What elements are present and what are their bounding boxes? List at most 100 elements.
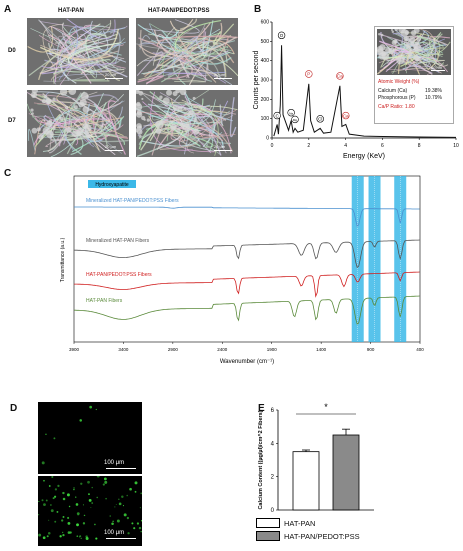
ftir-series-line (74, 206, 420, 227)
eds-ytick-label: 500 (261, 39, 270, 45)
scale-bar (214, 150, 232, 151)
calcium-row-name: Calcium (Ca) (378, 88, 408, 94)
legend-swatch-pedot (256, 531, 280, 541)
ftir-label-hatpan: HAT-PAN Fibers (86, 298, 123, 304)
bar-pedot (332, 434, 360, 511)
scale-bar (106, 538, 136, 539)
eds-peak-label: P (307, 72, 310, 77)
panel-e-label: E (258, 403, 265, 414)
ftir-xtick-label: 3400 (118, 347, 129, 352)
eds-peak-marker (291, 115, 299, 124)
eds-xtick-label: 2 (307, 143, 310, 149)
scale-bar (105, 78, 123, 79)
eds-peak-label: Mg (293, 118, 297, 122)
eds-inset: 80 nm Atomic Weight (%) Calcium (Ca) 19.… (374, 26, 454, 124)
hydroxyapatite-legend-box (88, 180, 136, 188)
significance-star: * (324, 402, 328, 412)
fluorescence-image-top: 100 μm (38, 402, 142, 474)
bar-legend: HAT-PAN HAT-PAN/PEDOT:PSS (256, 518, 360, 541)
panel-a-col-header-1: HAT-PAN (58, 8, 84, 14)
eds-peak-label: Cl (318, 117, 322, 122)
eds-xtick-label: 0 (271, 143, 274, 149)
ftir-label-pedot: HAT-PAN/PEDOT:PSS Fibers (86, 272, 152, 278)
eds-peak-marker (277, 31, 286, 40)
atomic-weight-title: Atomic Weight (%) (378, 79, 420, 85)
ftir-series-line (73, 239, 420, 269)
ftir-xlabel: Wavenumber (cm⁻¹) (220, 359, 274, 365)
panel-a-row-label-2: D7 (8, 118, 16, 124)
phosphorous-row-value: 10.79% (425, 95, 442, 101)
eds-ytick-label: 600 (261, 20, 270, 26)
eds-spectrum-line (273, 45, 457, 138)
ftir-xtick-label: 1400 (316, 347, 327, 352)
eds-ytick-label: 0 (266, 136, 269, 142)
ftir-label-mineral-hatpan: Mineralized HAT-PAN Fibers (86, 238, 150, 244)
scale-bar-label: 100 μm (104, 530, 125, 536)
sem-image-d0-pedot: 20 μm (136, 18, 238, 85)
bar-ytick-label: 4 (271, 441, 275, 447)
ftir-xtick-label: 2900 (168, 347, 179, 352)
hydroxyapatite-legend-label: Hydroxyapatite (95, 182, 129, 188)
scale-bar-label: 20 μm (214, 72, 226, 77)
eds-ytick-label: 200 (261, 97, 270, 103)
panel-b-label: B (254, 4, 262, 15)
sem-image-d7-hatpan: 20 μm (27, 90, 129, 157)
scale-bar (105, 150, 123, 151)
scale-bar-label: 100 μm (104, 460, 125, 466)
ftir-xtick-label: 2400 (217, 347, 228, 352)
ftir-label-mineral-pedot: Mineralized HAT-PAN/PEDOT:PSS Fibers (86, 198, 179, 204)
eds-peak-marker (336, 72, 344, 80)
eds-xlabel: Energy (KeV) (343, 153, 385, 160)
legend-swatch-hatpan (256, 518, 280, 528)
eds-xtick-label: 6 (381, 143, 384, 149)
sem-image-d7-pedot: 20 μm (136, 90, 238, 157)
eds-peak-label: Ca (337, 74, 343, 79)
phosphorous-row-name: Phosphorous (P) (378, 95, 416, 101)
scale-bar-label: 80 nm (431, 65, 443, 70)
ftir-xtick-label: 400 (416, 347, 424, 352)
panel-d-label: D (10, 403, 18, 414)
fluorescence-image-bottom: 100 μm (38, 474, 143, 546)
hydroxyapatite-band (351, 176, 364, 342)
ftir-ylabel: Transmittance (a.u.) (60, 237, 66, 282)
ftir-xtick-label: 1900 (267, 347, 278, 352)
scale-bar (106, 468, 136, 469)
eds-peak-label: Ca (343, 113, 349, 118)
eds-ytick-label: 400 (261, 58, 270, 64)
bar-ytick-label: 2 (271, 475, 275, 481)
scale-bar (214, 78, 232, 79)
scale-bar-label: 20 μm (214, 144, 226, 149)
eds-ylabel: Counts per second (253, 51, 260, 110)
calcium-row-value: 19.38% (425, 88, 442, 94)
eds-ytick-label: 100 (261, 116, 270, 122)
panel-a-label: A (4, 4, 12, 15)
scale-bar-label: 20 μm (105, 72, 117, 77)
eds-peak-marker (342, 111, 350, 120)
calcium-bar-chart: 0 2 4 6 * Calcium Content ((µg/µl)/cm^2 Fib… (258, 402, 374, 514)
panel-a-col-header-2: HAT-PAN/PEDOT:PSS (148, 8, 210, 14)
eds-peak-marker (316, 115, 324, 123)
eds-xtick-label: 4 (344, 143, 347, 149)
panel-a-row-label-1: D0 (8, 48, 16, 54)
bar-ylabel: Calcium Content ((µg/µl)/cm^2 Fibers) (258, 410, 264, 509)
ftir-xtick-label: 3900 (69, 347, 80, 352)
bar-hatpan (292, 451, 320, 511)
panel-c-label: C (4, 168, 12, 179)
eds-peak-marker (273, 111, 281, 120)
eds-peak-marker (305, 70, 313, 78)
ftir-xtick-label: 900 (367, 347, 375, 352)
scale-bar-label: 20 μm (105, 144, 117, 149)
bar-ytick-label: 6 (271, 408, 275, 414)
legend-label-hatpan: HAT-PAN (284, 518, 316, 528)
bar-ytick-label: 0 (271, 508, 275, 514)
eds-peak-label: Na (289, 111, 293, 115)
hydroxyapatite-band (368, 176, 381, 342)
ca-p-ratio: Ca/P Ratio: 1.80 (378, 104, 415, 110)
legend-label-pedot: HAT-PAN/PEDOT:PSS (284, 531, 360, 541)
eds-peak-label: O (280, 33, 284, 38)
scale-bar (431, 70, 445, 71)
eds-inset-sem-image: 80 nm (377, 29, 451, 75)
eds-peak-label: C (276, 113, 280, 118)
ftir-spectrum-chart: 3900 3400 2900 2400 1900 1400 900 400 Hydroxyap… (60, 175, 424, 365)
